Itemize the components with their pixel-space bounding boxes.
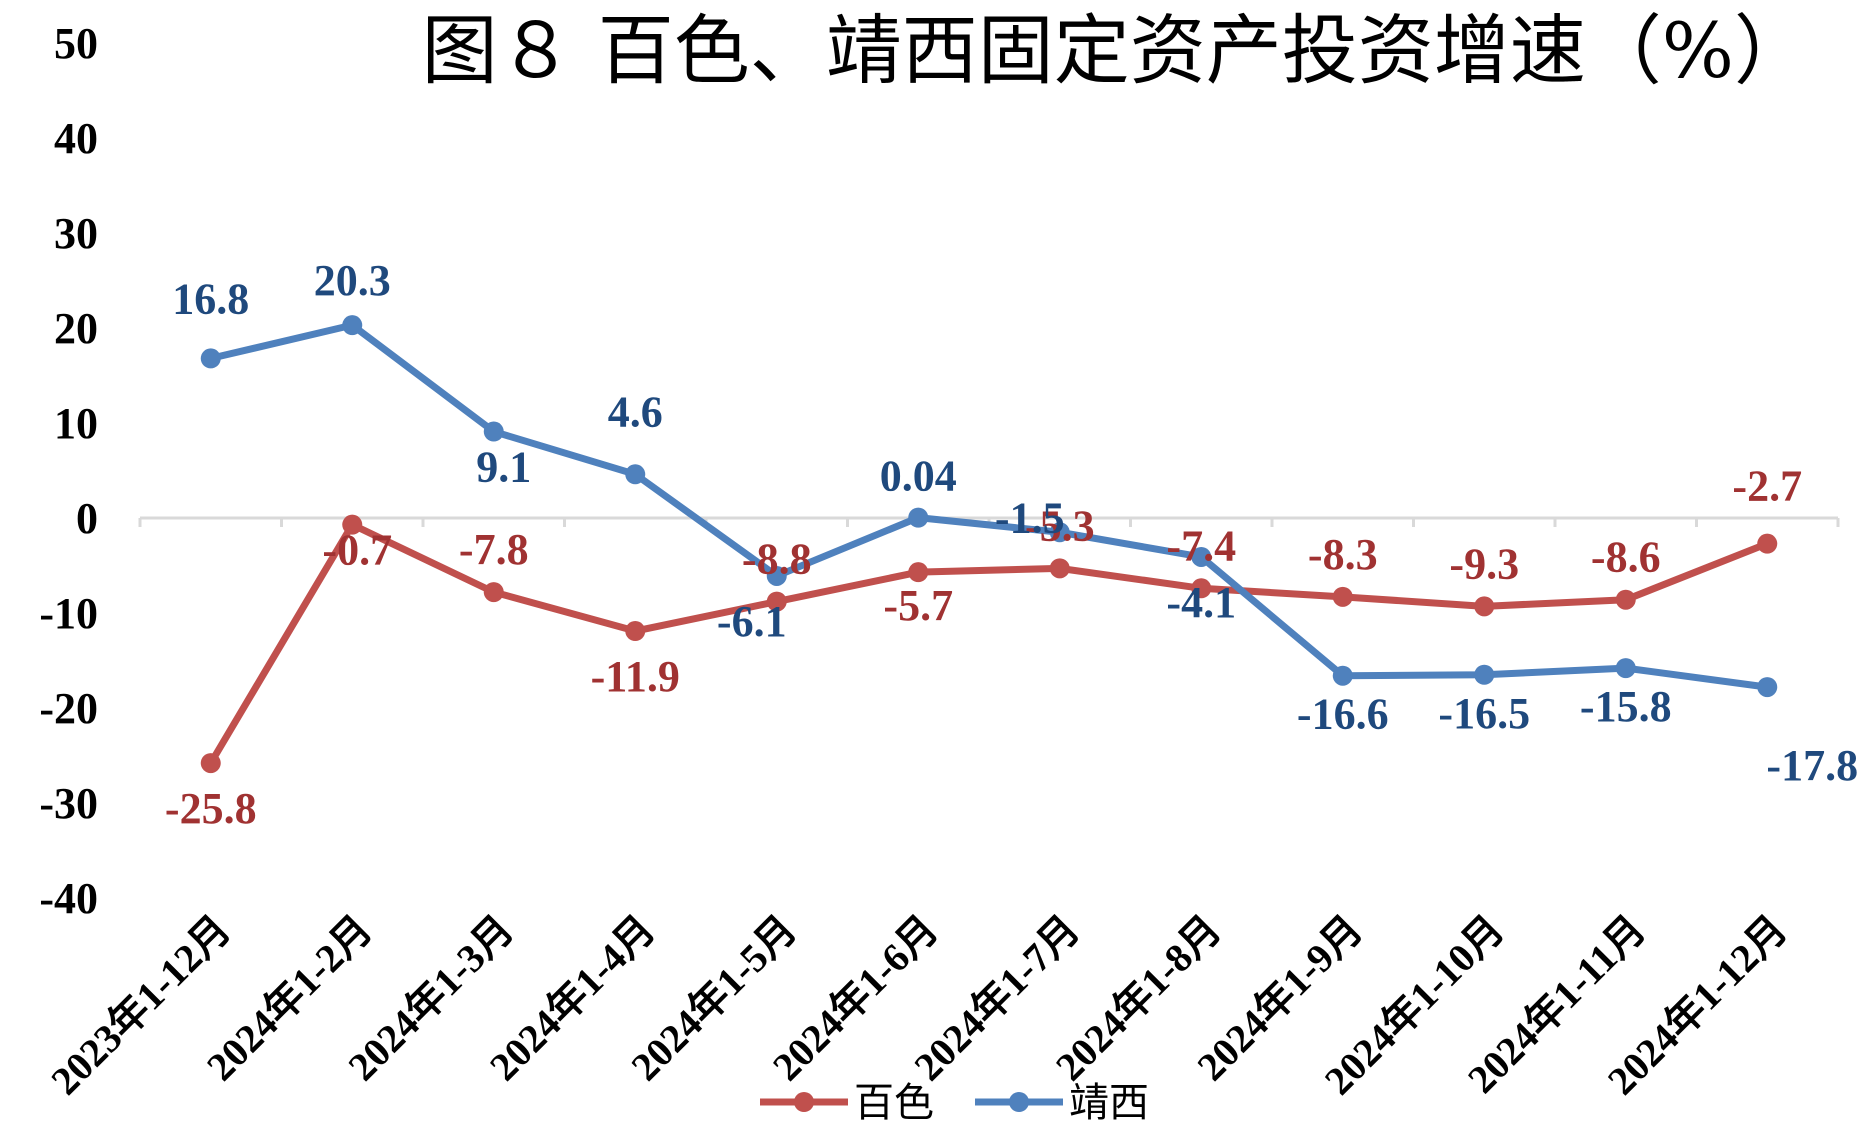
data-label: -8.3 xyxy=(1308,530,1378,579)
data-label: -16.5 xyxy=(1438,689,1530,738)
series-百色 xyxy=(200,514,1778,774)
data-label: 9.1 xyxy=(476,443,531,492)
data-point xyxy=(1332,665,1353,686)
data-label: -8.8 xyxy=(742,535,812,584)
y-tick-label: 10 xyxy=(54,399,98,448)
data-point xyxy=(625,464,646,485)
data-label: 4.6 xyxy=(608,387,663,436)
data-point xyxy=(766,591,787,612)
y-tick-label: 40 xyxy=(54,114,98,163)
data-point xyxy=(1049,558,1070,579)
series-line xyxy=(207,521,1771,767)
series-line xyxy=(207,321,1771,691)
data-label: -7.4 xyxy=(1166,521,1236,570)
legend-item: 靖西 xyxy=(975,1080,1149,1126)
y-axis-ticks: 50 40 30 20 10 0 -10 -20 -30 -40 xyxy=(39,19,98,923)
series-靖西 xyxy=(200,315,1778,698)
y-tick-label: 50 xyxy=(54,19,98,68)
data-point xyxy=(1191,578,1212,599)
data-point xyxy=(1049,522,1070,543)
data-label: -7.8 xyxy=(459,525,529,574)
data-point xyxy=(483,421,504,442)
data-label: -6.1 xyxy=(717,597,787,646)
chart-title: 图８ 百色、靖西固定资产投资增速（%） xyxy=(422,6,1810,95)
y-tick-label: 0 xyxy=(76,494,98,543)
data-point xyxy=(342,315,363,336)
data-point xyxy=(1615,589,1636,610)
x-axis xyxy=(138,516,1840,527)
legend-label: 百色 xyxy=(854,1080,934,1126)
data-label: -5.7 xyxy=(883,581,953,630)
series-lines xyxy=(200,315,1778,774)
data-label: -4.1 xyxy=(1166,578,1236,627)
data-label: 20.3 xyxy=(314,256,391,305)
data-point xyxy=(1615,658,1636,679)
data-label: -1.5 xyxy=(995,493,1065,542)
data-point xyxy=(200,753,221,774)
legend: 百色 靖西 xyxy=(760,1080,1149,1126)
data-label: 16.8 xyxy=(172,274,249,323)
data-label: -5.3 xyxy=(1025,501,1095,550)
data-point xyxy=(1191,546,1212,567)
data-label: 0.04 xyxy=(880,452,957,501)
data-point xyxy=(1757,677,1778,698)
data-point xyxy=(1474,596,1495,617)
data-point xyxy=(1332,586,1353,607)
legend-item: 百色 xyxy=(760,1080,934,1126)
data-label: -8.6 xyxy=(1591,533,1661,582)
data-label: -0.7 xyxy=(322,526,392,575)
data-point xyxy=(200,348,221,369)
y-tick-label: 20 xyxy=(54,304,98,353)
y-tick-label: -10 xyxy=(39,589,98,638)
data-label: -11.9 xyxy=(591,652,680,701)
data-labels: -25.8 -0.7 -7.8 -11.9 -8.8 -5.7 -5.3 -7.4 -8.3 -9… xyxy=(165,256,1858,833)
legend-swatch-marker xyxy=(794,1092,814,1112)
data-point xyxy=(766,565,787,586)
y-tick-label: 30 xyxy=(54,209,98,258)
data-point xyxy=(625,621,646,642)
data-point xyxy=(342,514,363,535)
data-point xyxy=(908,507,929,528)
x-tick-label: 2023年1-12月 xyxy=(42,907,239,1104)
data-point xyxy=(483,582,504,603)
data-label: -2.7 xyxy=(1732,462,1802,511)
data-label: -9.3 xyxy=(1449,539,1519,588)
data-point xyxy=(1474,664,1495,685)
legend-label: 靖西 xyxy=(1069,1080,1149,1126)
data-label: -16.6 xyxy=(1297,690,1389,739)
y-tick-label: -40 xyxy=(39,874,98,923)
x-axis-ticks: 2023年1-12月2024年1-2月2024年1-3月2024年1-4月202… xyxy=(42,907,1795,1104)
data-label: -17.8 xyxy=(1766,741,1858,790)
y-tick-label: -20 xyxy=(39,684,98,733)
data-point xyxy=(908,562,929,583)
data-point xyxy=(1757,533,1778,554)
y-tick-label: -30 xyxy=(39,779,98,828)
legend-swatch-marker xyxy=(1009,1092,1029,1112)
data-label: -15.8 xyxy=(1580,682,1672,731)
data-label: -25.8 xyxy=(165,784,257,833)
